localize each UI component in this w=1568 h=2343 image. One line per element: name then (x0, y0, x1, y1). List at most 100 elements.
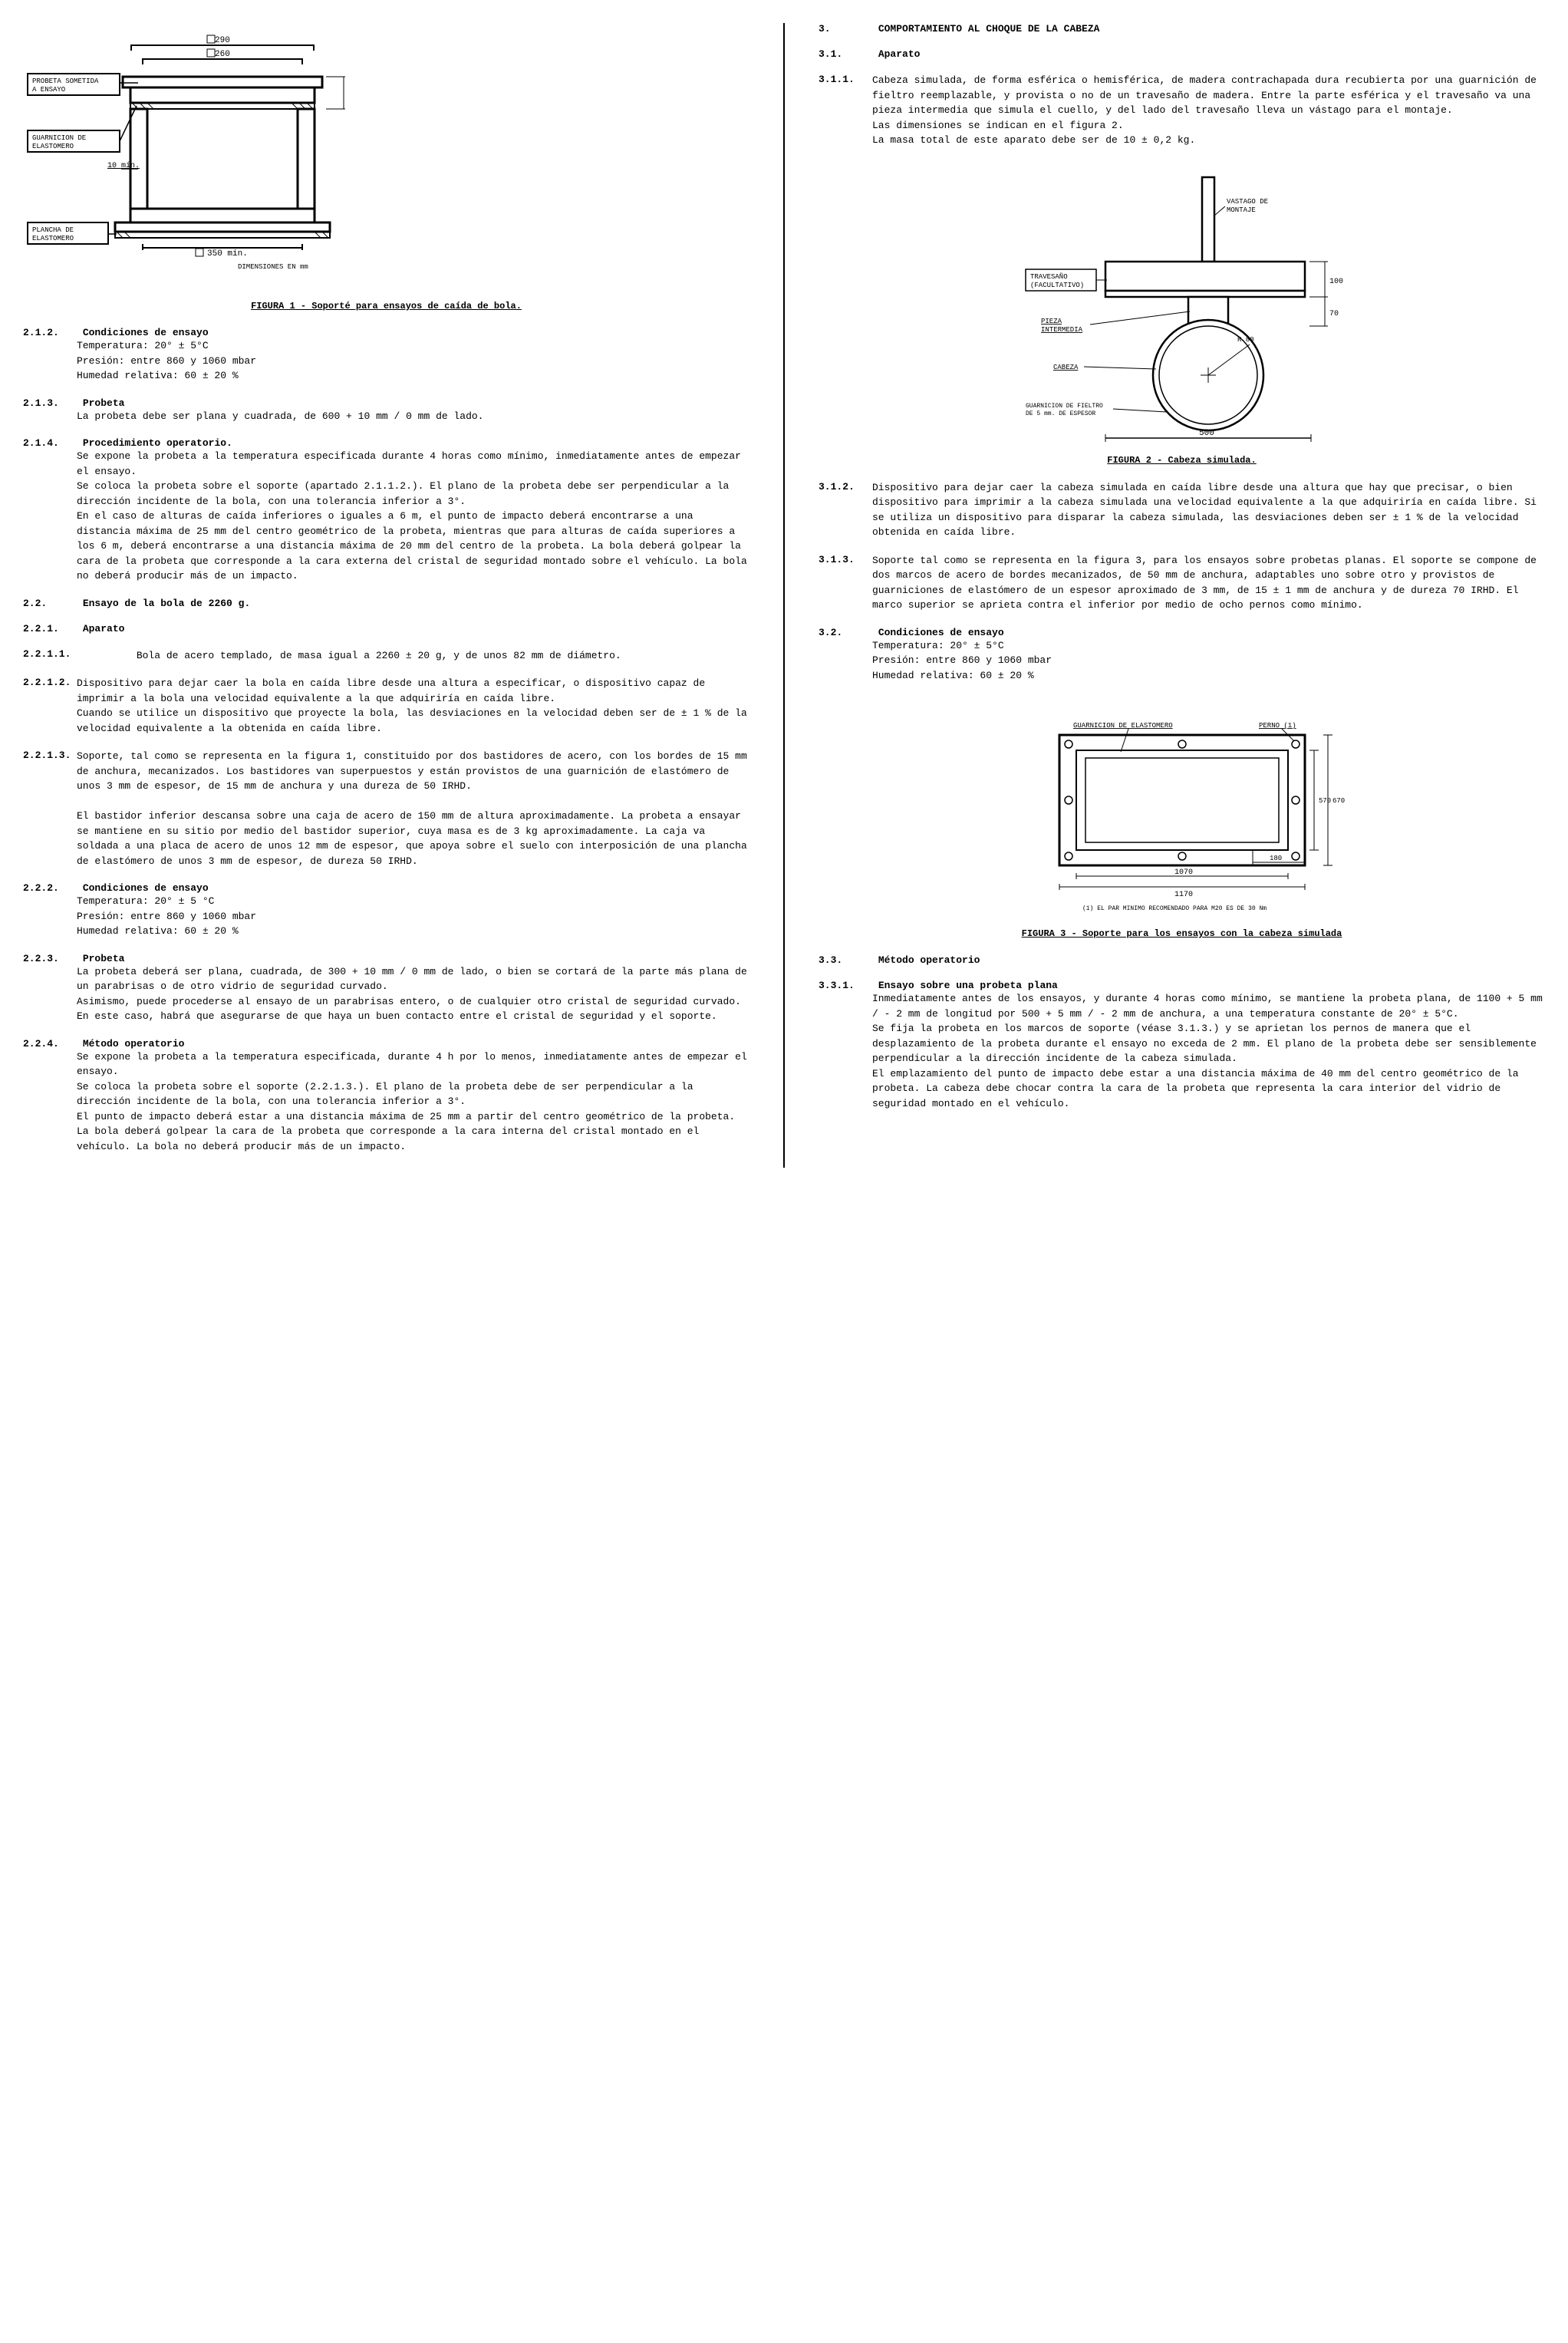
section-num: 2.2.3. (23, 953, 77, 964)
cond-line: Presión: entre 860 y 1060 mbar (77, 354, 749, 369)
section-2-2-1: 2.2.1. Aparato (23, 623, 749, 634)
section-2-2-3: 2.2.3. Probeta La probeta deberá ser pla… (23, 953, 749, 1024)
section-title: Método operatorio (878, 954, 980, 966)
section-num: 2.1.2. (23, 327, 77, 338)
figure-2: 500 100 70 R.80 VASTAGO DE MONTAJE TRAVE… (819, 170, 1545, 466)
cond-line: Temperatura: 20° ± 5°C (872, 638, 1545, 654)
cond-line: Humedad relativa: 60 ± 20 % (77, 368, 749, 384)
dim-670-label: 670 (1332, 797, 1345, 805)
fig3-note: (1) EL PAR MINIMO RECOMENDADO PARA M20 E… (1082, 905, 1267, 912)
section-num: 2.2.4. (23, 1038, 77, 1050)
section-body: Se expone la probeta a la temperatura es… (77, 1050, 749, 1155)
dim-70-label: 70 (1329, 310, 1339, 318)
section-3-1-1: 3.1.1. Cabeza simulada, de forma esféric… (819, 74, 1545, 148)
section-title: Método operatorio (83, 1038, 185, 1050)
travesano-label-2: (FACULTATIVO) (1030, 282, 1084, 289)
section-title: Condiciones de ensayo (83, 327, 209, 338)
section-num: 2.2.1.3. (23, 750, 77, 761)
pieza-label-2: INTERMEDIA (1041, 326, 1083, 334)
section-2-1-4: 2.1.4. Procedimiento operatorio. Se expo… (23, 437, 749, 584)
section-num: 2.2.2. (23, 882, 77, 894)
section-title: Ensayo de la bola de 2260 g. (83, 598, 250, 609)
section-2-2-4: 2.2.4. Método operatorio Se expone la pr… (23, 1038, 749, 1155)
dim-570-label: 570 (1319, 797, 1331, 805)
probeta-label-2: A ENSAYO (32, 86, 65, 94)
cond-line: Humedad relativa: 60 ± 20 % (872, 668, 1545, 684)
section-3-3: 3.3. Método operatorio (819, 954, 1545, 966)
figure-1: 290 260 (23, 31, 749, 311)
cabeza-label: CABEZA (1053, 364, 1079, 371)
left-column: 290 260 (23, 23, 749, 1168)
pieza-label-1: PIEZA (1041, 318, 1062, 325)
section-title: Probeta (83, 953, 125, 964)
section-num: 3. (819, 23, 872, 35)
section-body: Cabeza simulada, de forma esférica o hem… (872, 73, 1545, 148)
cond-line: Presión: entre 860 y 1060 mbar (872, 653, 1545, 668)
section-body: Se expone la probeta a la temperatura es… (77, 449, 749, 584)
section-3-2: 3.2. Condiciones de ensayo Temperatura: … (819, 627, 1545, 684)
section-body: La probeta debe ser plana y cuadrada, de… (77, 409, 749, 424)
figure-2-caption: FIGURA 2 - Cabeza simulada. (819, 455, 1545, 466)
section-2-2-1-3: 2.2.1.3. Soporte, tal como se representa… (23, 750, 749, 868)
section-body: Soporte tal como se representa en la fig… (872, 553, 1545, 613)
section-2-2: 2.2. Ensayo de la bola de 2260 g. (23, 598, 749, 609)
figure-3-caption: FIGURA 3 - Soporte para los ensayos con … (819, 928, 1545, 939)
right-column: 3. COMPORTAMIENTO AL CHOQUE DE LA CABEZA… (819, 23, 1545, 1168)
section-title: Aparato (83, 623, 125, 634)
section-title: Condiciones de ensayo (878, 627, 1004, 638)
dim-1170-label: 1170 (1174, 891, 1193, 899)
section-3: 3. COMPORTAMIENTO AL CHOQUE DE LA CABEZA (819, 23, 1545, 35)
figure-2-svg: 500 100 70 R.80 VASTAGO DE MONTAJE TRAVE… (1021, 170, 1343, 446)
section-num: 2.2.1. (23, 623, 77, 634)
dim-350-label: 350 mín. (207, 249, 248, 259)
guarnicion-label-1: GUARNICION DE (32, 134, 86, 142)
section-num: 3.2. (819, 627, 872, 638)
dim-500-label: 500 (1199, 429, 1214, 438)
cond-line: Presión: entre 860 y 1060 mbar (77, 909, 749, 924)
section-num: 3.1.3. (819, 554, 872, 565)
dim-100-label: 100 (1329, 278, 1343, 286)
section-num: 3.1.2. (819, 481, 872, 493)
guarn-fieltro-1: GUARNICION DE FIELTRO (1026, 403, 1103, 410)
probeta-label-1: PROBETA SOMETIDA (32, 77, 99, 85)
section-num: 2.2.1.2. (23, 677, 77, 688)
figure-3-svg: GUARNICION DE ELASTOMERO PERNO (1) 1070 … (1013, 704, 1351, 919)
section-body: Inmediatamente antes de los ensayos, y d… (872, 991, 1545, 1111)
fig1-scale-note: DIMENSIONES EN mm (238, 263, 308, 271)
section-num: 2.1.3. (23, 397, 77, 409)
section-num: 3.3. (819, 954, 872, 966)
section-num: 3.1. (819, 48, 872, 60)
section-body: Dispositivo para dejar caer la cabeza si… (872, 480, 1545, 540)
vastago-label-1: VASTAGO DE (1227, 198, 1268, 206)
section-2-1-3: 2.1.3. Probeta La probeta debe ser plana… (23, 397, 749, 424)
section-num: 3.1.1. (819, 74, 872, 85)
section-2-2-1-1: 2.2.1.1. Bola de acero templado, de masa… (23, 648, 749, 664)
dim-1070-label: 1070 (1174, 868, 1193, 877)
section-title: COMPORTAMIENTO AL CHOQUE DE LA CABEZA (878, 23, 1100, 35)
section-2-1-2: 2.1.2. Condiciones de ensayo Temperatura… (23, 327, 749, 384)
section-num: 2.2.1.1. (23, 648, 77, 660)
guarnicion-label-2: ELASTOMERO (32, 143, 74, 150)
figure-1-svg: 290 260 (23, 31, 376, 292)
section-3-1: 3.1. Aparato (819, 48, 1545, 60)
dim-290-label: 290 (215, 36, 230, 45)
section-title: Ensayo sobre una probeta plana (878, 980, 1058, 991)
section-body: Bola de acero templado, de masa igual a … (137, 650, 621, 661)
section-3-1-2: 3.1.2. Dispositivo para dejar caer la ca… (819, 481, 1545, 540)
section-3-3-1: 3.3.1. Ensayo sobre una probeta plana In… (819, 980, 1545, 1111)
perno-label: PERNO (1) (1259, 722, 1296, 730)
guarn-fieltro-2: DE 5 mm. DE ESPESOR (1026, 410, 1095, 417)
column-divider (783, 23, 785, 1168)
dim-180-label: 180 (1270, 855, 1282, 862)
section-body: La probeta deberá ser plana, cuadrada, d… (77, 964, 749, 1024)
vastago-label-2: MONTAJE (1227, 206, 1256, 214)
guarn-elast-label: GUARNICION DE ELASTOMERO (1073, 722, 1173, 730)
cond-line: Temperatura: 20° ± 5 °C (77, 894, 749, 909)
dim-260-label: 260 (215, 50, 230, 59)
section-title: Aparato (878, 48, 921, 60)
section-num: 2.1.4. (23, 437, 77, 449)
cond-line: Temperatura: 20° ± 5°C (77, 338, 749, 354)
section-title: Procedimiento operatorio. (83, 437, 232, 449)
section-3-1-3: 3.1.3. Soporte tal como se representa en… (819, 554, 1545, 613)
plancha-label-1: PLANCHA DE (32, 226, 74, 234)
